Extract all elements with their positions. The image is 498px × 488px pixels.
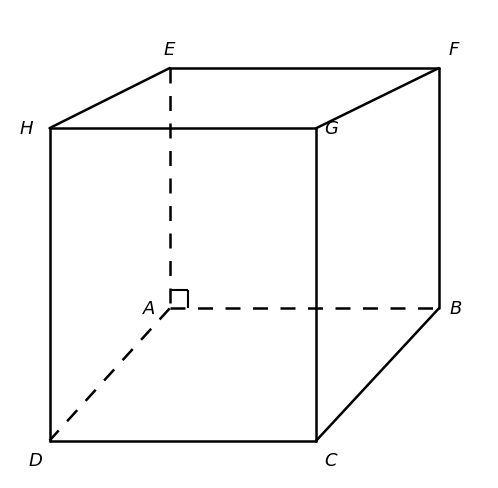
Text: D: D [28, 451, 42, 469]
Text: G: G [324, 120, 338, 138]
Text: C: C [324, 451, 337, 469]
Text: H: H [20, 120, 33, 138]
Text: A: A [143, 300, 156, 318]
Text: E: E [164, 41, 175, 59]
Text: F: F [448, 41, 459, 59]
Text: B: B [450, 300, 462, 318]
